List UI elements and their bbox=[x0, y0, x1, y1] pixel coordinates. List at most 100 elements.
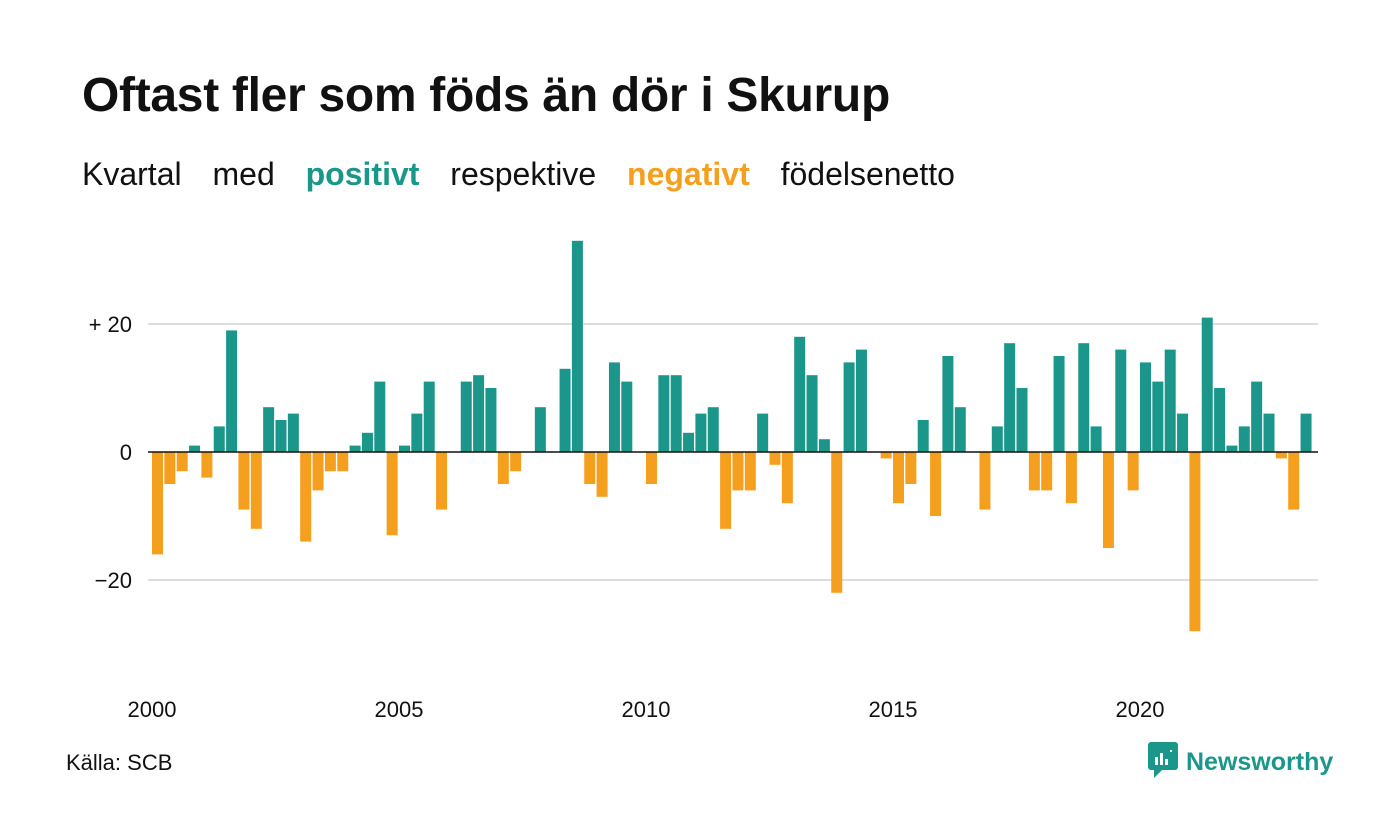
bar-positive bbox=[485, 388, 497, 452]
bar-negative bbox=[164, 452, 176, 484]
bar-positive bbox=[1201, 317, 1213, 452]
subtitle-word: med bbox=[212, 156, 275, 192]
y-tick-label: + 20 bbox=[89, 312, 132, 337]
bar-negative bbox=[769, 452, 781, 465]
chart-title: Oftast fler som föds än dör i Skurup bbox=[82, 69, 890, 122]
bar-positive bbox=[226, 330, 238, 452]
bar-positive bbox=[571, 240, 583, 452]
bar-positive bbox=[1177, 413, 1189, 452]
bar-positive bbox=[1226, 445, 1238, 452]
bar-positive bbox=[1053, 356, 1065, 452]
bar-negative bbox=[238, 452, 250, 510]
bar-negative bbox=[152, 452, 163, 555]
bar-positive bbox=[275, 420, 287, 452]
bar-positive bbox=[374, 381, 386, 452]
bar-negative bbox=[312, 452, 324, 491]
subtitle-word: Kvartal bbox=[82, 156, 182, 192]
bar-positive bbox=[1263, 413, 1275, 452]
newsworthy-logo-icon bbox=[1148, 742, 1178, 783]
x-axis: 2000 2005 2010 2015 2020 bbox=[128, 697, 1165, 722]
bar-negative bbox=[1189, 452, 1201, 632]
bar-negative bbox=[732, 452, 744, 491]
bar-positive bbox=[1300, 413, 1312, 452]
x-tick-label: 2005 bbox=[375, 697, 424, 722]
grid-layer bbox=[148, 323, 1318, 581]
bar-positive bbox=[954, 407, 966, 452]
x-tick-label: 2000 bbox=[128, 697, 177, 722]
bar-positive bbox=[683, 432, 695, 452]
bar-positive bbox=[707, 407, 719, 452]
bar-negative bbox=[720, 452, 732, 529]
bar-positive bbox=[757, 413, 769, 452]
bars-layer bbox=[152, 240, 1312, 632]
bar-negative bbox=[1288, 452, 1300, 510]
bar-negative bbox=[510, 452, 522, 472]
bar-positive bbox=[1164, 349, 1176, 452]
brand-name: Newsworthy bbox=[1186, 748, 1334, 776]
bar-positive bbox=[843, 362, 855, 452]
y-tick-label: 0 bbox=[120, 440, 132, 465]
brand[interactable]: Newsworthy bbox=[1148, 742, 1333, 783]
bar-positive bbox=[189, 445, 201, 452]
bar-positive bbox=[287, 413, 299, 452]
bar-positive bbox=[670, 375, 682, 452]
bar-positive bbox=[1016, 388, 1028, 452]
x-tick-label: 2010 bbox=[622, 697, 671, 722]
bar-negative bbox=[596, 452, 608, 497]
bar-negative bbox=[930, 452, 942, 516]
bar-positive bbox=[942, 356, 954, 452]
bar-positive bbox=[1214, 388, 1226, 452]
bar-negative bbox=[300, 452, 312, 542]
bar-negative bbox=[337, 452, 349, 472]
bar-negative bbox=[436, 452, 448, 510]
bar-negative bbox=[905, 452, 917, 484]
bar-negative bbox=[497, 452, 509, 484]
bar-positive bbox=[794, 336, 806, 452]
bar-negative bbox=[1028, 452, 1040, 491]
chart-subtitle: Kvartal med positivt respektive negativt… bbox=[82, 156, 977, 193]
bar-negative bbox=[250, 452, 262, 529]
bar-positive bbox=[460, 381, 472, 452]
source-note: Källa: SCB bbox=[66, 750, 173, 775]
bar-negative bbox=[781, 452, 793, 504]
bar-negative bbox=[1275, 452, 1287, 459]
subtitle-word: respektive bbox=[450, 156, 597, 192]
bar-negative bbox=[176, 452, 188, 472]
bar-positive bbox=[1238, 426, 1250, 452]
bar-positive bbox=[534, 407, 546, 452]
y-tick-label: −20 bbox=[95, 568, 132, 593]
bar-negative bbox=[646, 452, 657, 484]
bar-positive bbox=[559, 368, 571, 452]
bar-negative bbox=[386, 452, 398, 536]
bar-negative bbox=[1127, 452, 1139, 491]
bar-positive bbox=[1152, 381, 1164, 452]
bar-positive bbox=[621, 381, 633, 452]
bar-negative bbox=[1065, 452, 1077, 504]
bar-positive bbox=[411, 413, 423, 452]
x-tick-label: 2015 bbox=[869, 697, 918, 722]
bar-negative bbox=[744, 452, 756, 491]
bar-positive bbox=[361, 432, 373, 452]
bar-negative bbox=[979, 452, 991, 510]
bar-positive bbox=[1251, 381, 1263, 452]
bar-positive bbox=[917, 420, 929, 452]
bar-positive bbox=[818, 439, 830, 452]
bar-positive bbox=[263, 407, 275, 452]
bar-positive bbox=[213, 426, 225, 452]
bar-positive bbox=[806, 375, 818, 452]
bar-positive bbox=[608, 362, 620, 452]
bar-negative bbox=[324, 452, 336, 472]
bar-positive bbox=[473, 375, 485, 452]
subtitle-negative-label: negativt bbox=[627, 156, 750, 192]
bar-negative bbox=[584, 452, 596, 484]
bar-negative bbox=[893, 452, 904, 504]
x-tick-label: 2020 bbox=[1116, 697, 1165, 722]
bar-positive bbox=[1140, 362, 1151, 452]
subtitle-word: födelsenetto bbox=[780, 156, 955, 192]
bar-positive bbox=[1078, 343, 1090, 452]
bar-negative bbox=[1102, 452, 1114, 548]
bar-positive bbox=[349, 445, 361, 452]
bar-positive bbox=[399, 445, 410, 452]
bar-negative bbox=[201, 452, 213, 478]
bar-positive bbox=[991, 426, 1003, 452]
